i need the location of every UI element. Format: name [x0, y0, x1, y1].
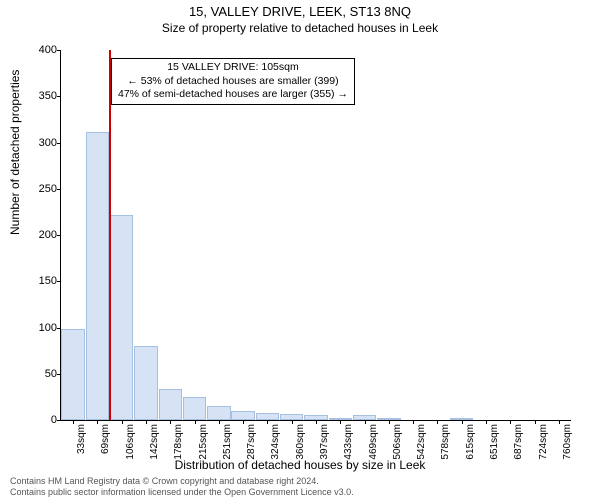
x-tick-label: 178sqm [173, 424, 184, 460]
annotation-line: 47% of semi-detached houses are larger (… [118, 88, 348, 102]
x-tick-mark [316, 420, 317, 424]
x-tick-mark [292, 420, 293, 424]
x-tick-mark [389, 420, 390, 424]
x-tick-mark [195, 420, 196, 424]
annotation-line: ← 53% of detached houses are smaller (39… [118, 75, 348, 89]
chart-subtitle: Size of property relative to detached ho… [0, 19, 600, 35]
x-tick-label: 724sqm [538, 424, 549, 460]
y-tick-mark [57, 189, 61, 190]
x-tick-mark [122, 420, 123, 424]
histogram-bar [86, 132, 109, 420]
x-tick-label: 324sqm [270, 424, 281, 460]
y-tick-mark [57, 328, 61, 329]
plot-area: 15 VALLEY DRIVE: 105sqm← 53% of detached… [60, 50, 571, 421]
annotation-box: 15 VALLEY DRIVE: 105sqm← 53% of detached… [111, 58, 355, 105]
x-tick-label: 578sqm [440, 424, 451, 460]
histogram-bar [134, 346, 157, 420]
x-axis-label: Distribution of detached houses by size … [0, 458, 600, 472]
x-tick-label: 106sqm [125, 424, 136, 460]
x-tick-label: 760sqm [562, 424, 573, 460]
x-tick-label: 287sqm [246, 424, 257, 460]
histogram-bar [256, 413, 279, 420]
y-tick-mark [57, 281, 61, 282]
y-tick-mark [57, 374, 61, 375]
x-tick-mark [267, 420, 268, 424]
histogram-bar [61, 329, 84, 420]
histogram-bar [159, 389, 182, 420]
histogram-bar [207, 406, 230, 420]
property-marker-line [109, 50, 111, 420]
histogram-bar [231, 411, 254, 420]
x-tick-mark [170, 420, 171, 424]
x-tick-mark [413, 420, 414, 424]
x-tick-label: 687sqm [513, 424, 524, 460]
histogram-bar [183, 397, 206, 420]
x-tick-mark [146, 420, 147, 424]
x-tick-mark [97, 420, 98, 424]
x-tick-label: 615sqm [465, 424, 476, 460]
x-tick-label: 397sqm [319, 424, 330, 460]
x-tick-label: 542sqm [416, 424, 427, 460]
x-tick-label: 360sqm [295, 424, 306, 460]
x-tick-mark [510, 420, 511, 424]
footer-line: Contains HM Land Registry data © Crown c… [10, 476, 354, 487]
y-axis-label: Number of detached properties [8, 70, 22, 235]
x-tick-label: 651sqm [489, 424, 500, 460]
y-tick-mark [57, 420, 61, 421]
x-tick-mark [340, 420, 341, 424]
annotation-line: 15 VALLEY DRIVE: 105sqm [118, 61, 348, 75]
x-tick-mark [535, 420, 536, 424]
y-tick-mark [57, 50, 61, 51]
chart-title: 15, VALLEY DRIVE, LEEK, ST13 8NQ [0, 0, 600, 19]
y-tick-mark [57, 235, 61, 236]
x-tick-label: 433sqm [343, 424, 354, 460]
x-tick-label: 251sqm [222, 424, 233, 460]
x-tick-mark [437, 420, 438, 424]
footer-line: Contains public sector information licen… [10, 487, 354, 498]
x-tick-label: 69sqm [100, 424, 111, 454]
x-tick-label: 33sqm [76, 424, 87, 454]
x-tick-mark [559, 420, 560, 424]
chart-footer: Contains HM Land Registry data © Crown c… [10, 476, 354, 498]
x-tick-label: 142sqm [149, 424, 160, 460]
x-tick-mark [73, 420, 74, 424]
x-tick-mark [486, 420, 487, 424]
x-tick-label: 469sqm [368, 424, 379, 460]
x-tick-mark [365, 420, 366, 424]
x-tick-mark [243, 420, 244, 424]
y-tick-mark [57, 143, 61, 144]
x-tick-label: 506sqm [392, 424, 403, 460]
y-tick-mark [57, 96, 61, 97]
x-tick-mark [462, 420, 463, 424]
x-tick-label: 215sqm [198, 424, 209, 460]
histogram-bar [110, 215, 133, 420]
x-tick-mark [219, 420, 220, 424]
property-size-chart: 15, VALLEY DRIVE, LEEK, ST13 8NQ Size of… [0, 0, 600, 500]
